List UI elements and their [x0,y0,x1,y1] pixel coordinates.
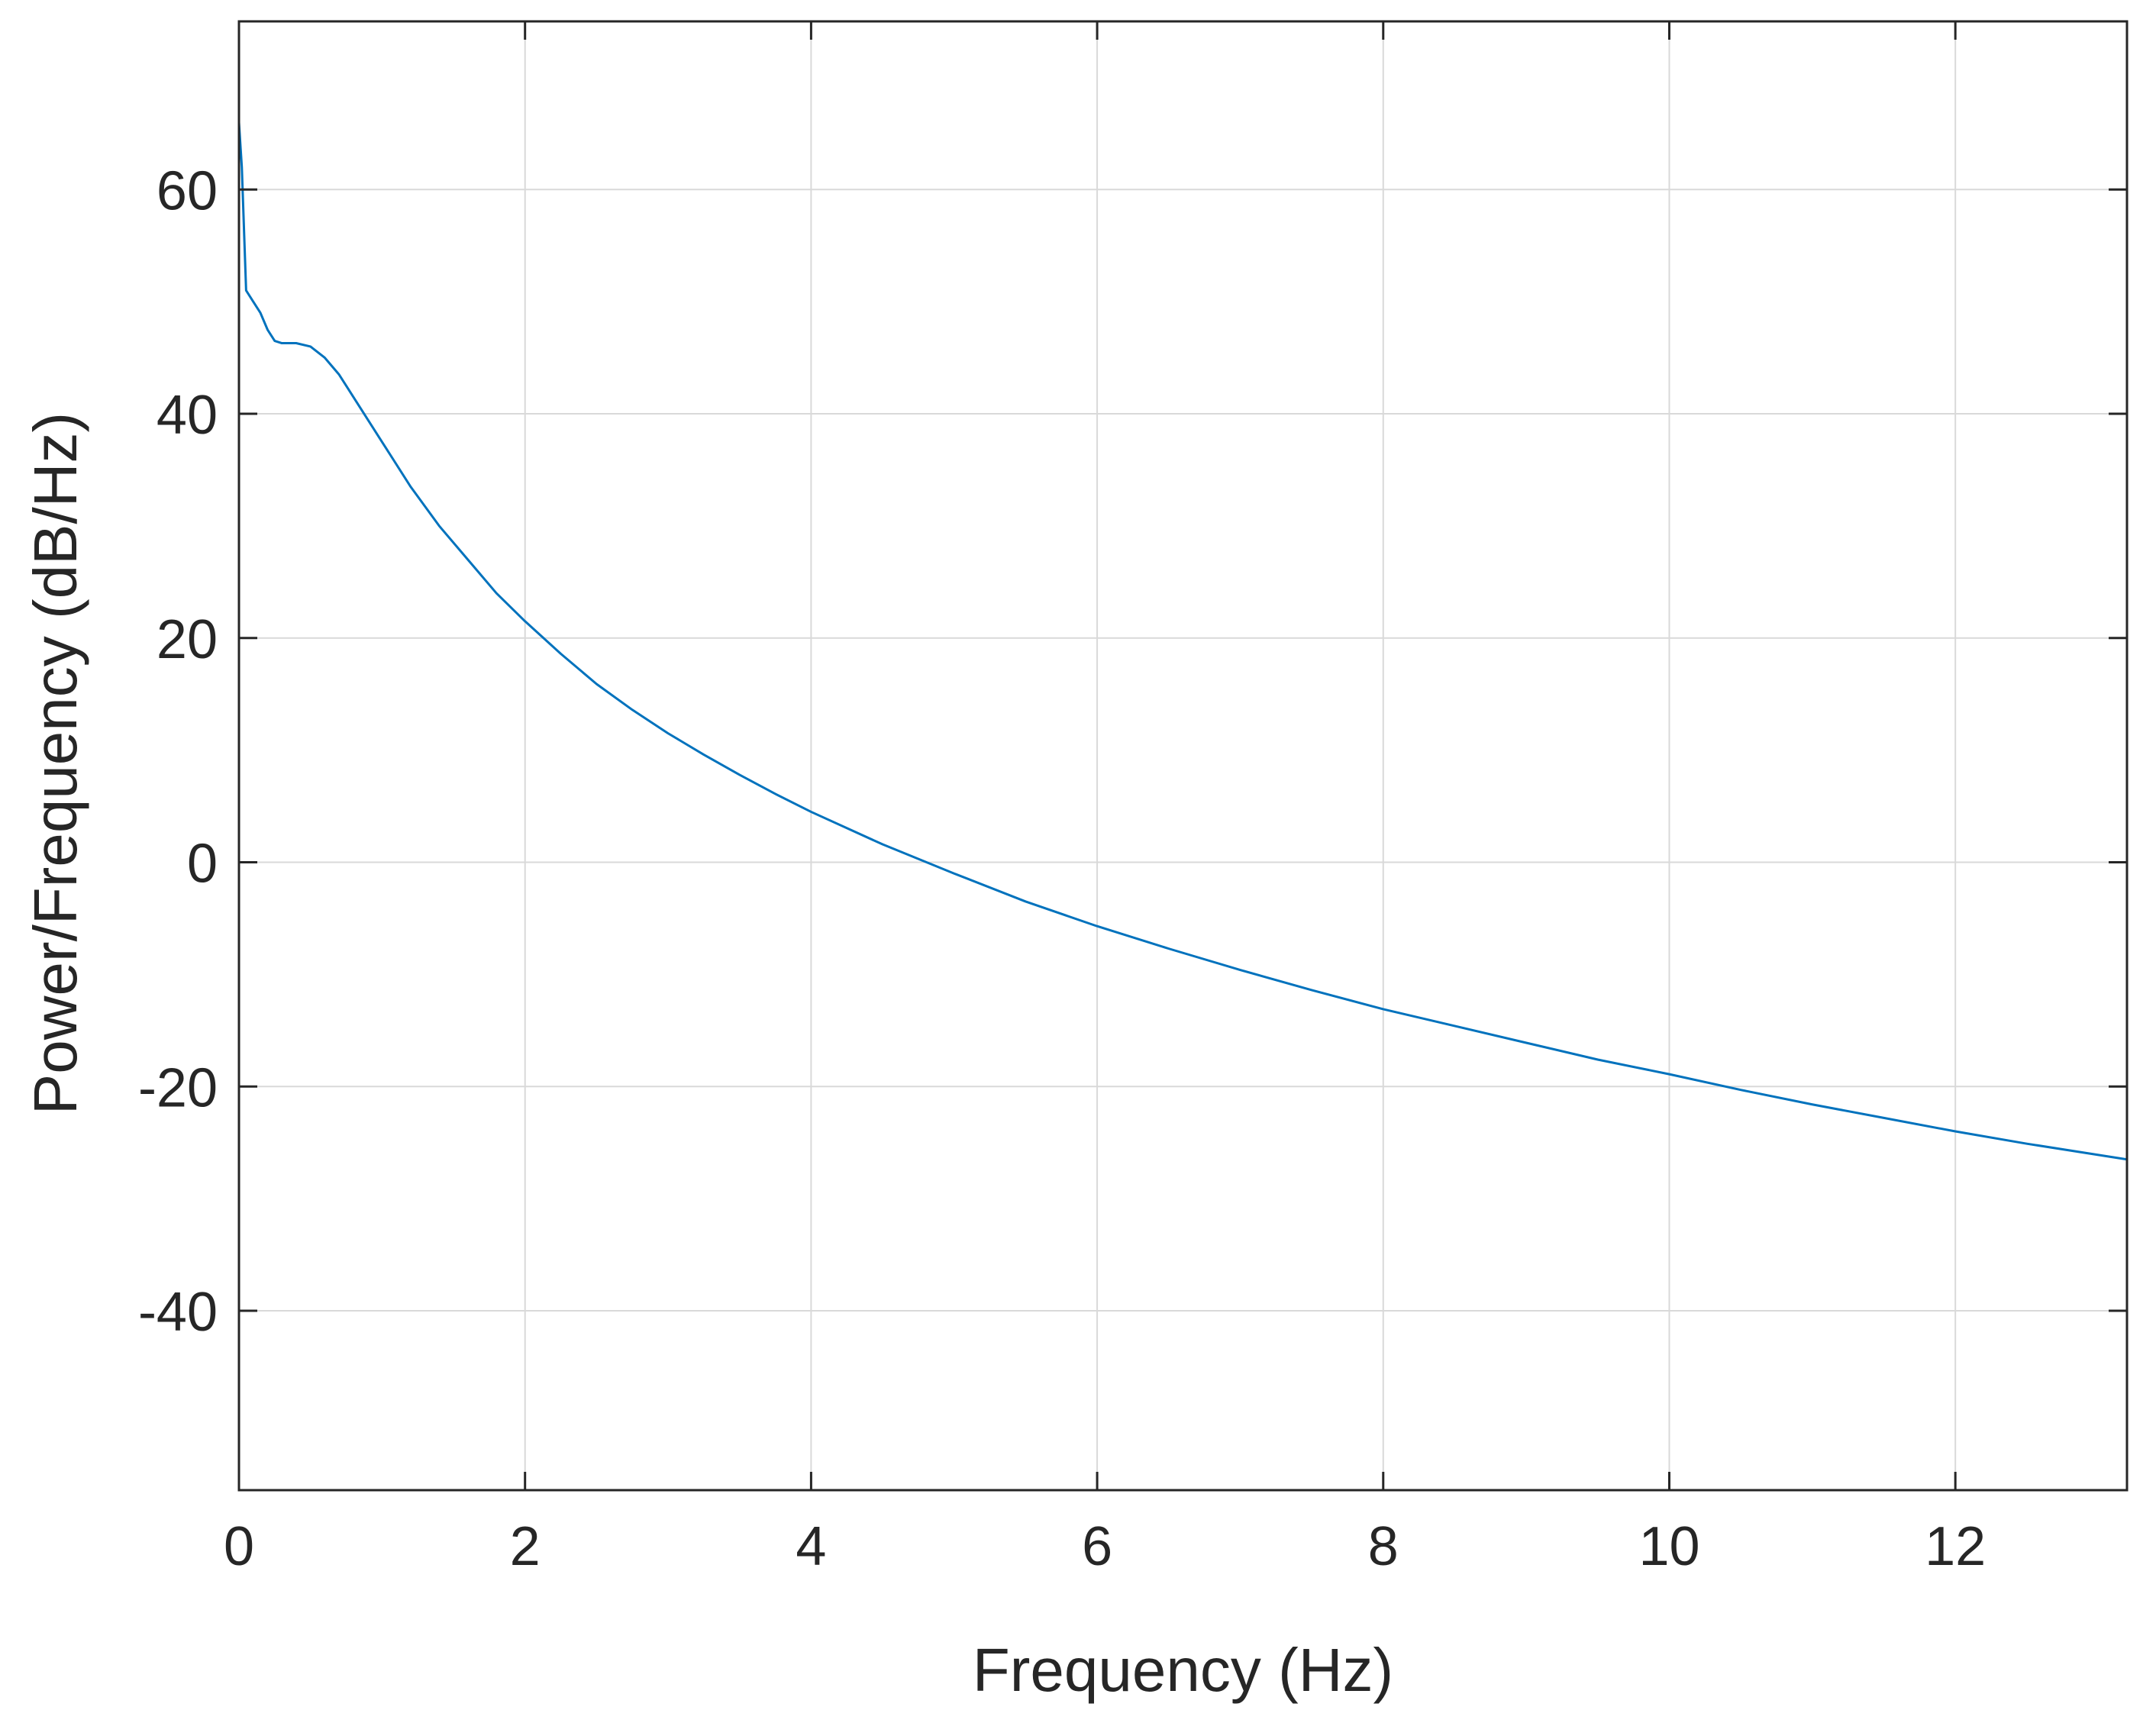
plot-frame [237,20,2129,1492]
x-axis-label: Frequency (Hz) [973,1636,1393,1704]
axes-frame [237,20,2129,1492]
y-axis-label: Power/Frequency (dB/Hz) [21,412,89,1115]
y-tick-label: 20 [157,609,218,670]
x-tick-label: 4 [796,1516,826,1577]
x-tick-label: 8 [1368,1516,1399,1577]
data-series [237,122,2128,1161]
tick-labels: 0 2 4 6 8 10 12 -40 -20 0 20 40 60 [138,160,1986,1577]
x-tick-label: 0 [224,1516,254,1577]
x-tick-label: 6 [1082,1516,1112,1577]
x-tick-label: 12 [1925,1516,1986,1577]
y-tick-label: 40 [157,385,218,446]
series-line [237,122,2128,1161]
grid-lines [238,21,2127,1490]
y-tick-label: 60 [157,160,218,221]
x-tick-label: 2 [510,1516,541,1577]
y-tick-label: -20 [138,1057,218,1118]
x-tick-label: 10 [1638,1516,1699,1577]
y-tick-label: 0 [187,834,218,895]
y-tick-label: -40 [138,1282,218,1343]
